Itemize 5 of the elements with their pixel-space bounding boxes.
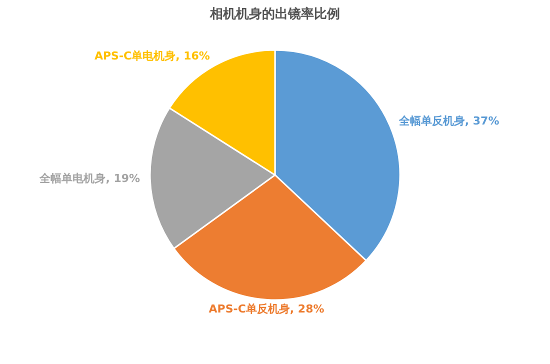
slice-label: APS-C单反机身, 28%	[208, 302, 324, 316]
slice-label: APS-C单电机身, 16%	[94, 50, 210, 63]
chart-title: 相机机身的出镜率比例	[209, 6, 340, 22]
slice-label: 全幅单反机身, 37%	[398, 114, 500, 128]
slice-label: 全幅单电机身, 19%	[38, 172, 140, 186]
